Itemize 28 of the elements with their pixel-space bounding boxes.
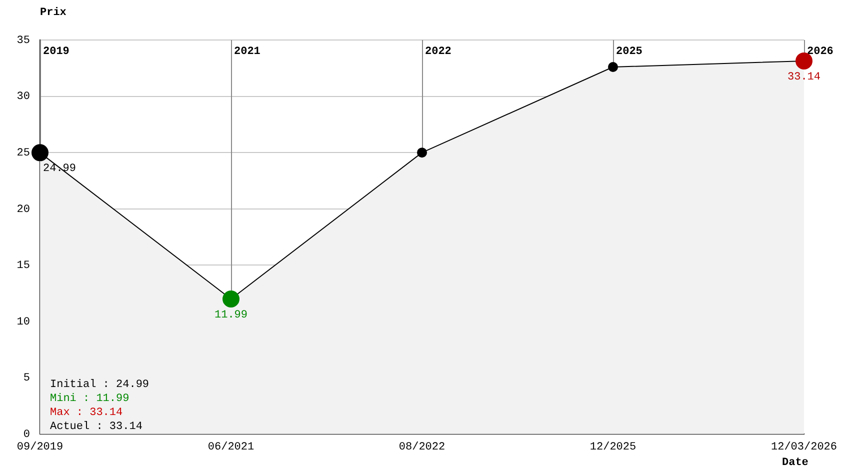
ref-line-label: 2021: [234, 46, 261, 58]
x-tick-label: 12/2025: [590, 442, 636, 454]
annotation: Mini : 11.99: [50, 392, 130, 405]
y-tick-label: 0: [23, 428, 30, 441]
data-label: 11.99: [214, 309, 248, 322]
y-tick-label: 5: [23, 372, 30, 385]
point: [222, 290, 240, 308]
y-tick-label: 35: [16, 34, 30, 47]
y-tick-label: 25: [16, 147, 30, 160]
ref-line-label: 2019: [43, 46, 70, 58]
y-tick-label: 30: [16, 91, 30, 104]
y-tick-label: 10: [16, 316, 30, 328]
ref-line-label: 2022: [425, 46, 452, 58]
annotation: Max : 33.14: [50, 406, 124, 419]
x-tick-label: 12/03/2026: [770, 442, 838, 454]
y-axis-title: Prix: [40, 6, 67, 19]
x-tick-label: 09/2019: [16, 442, 64, 454]
annotation: Initial : 24.99: [50, 378, 150, 391]
y-tick-label: 15: [16, 260, 30, 272]
ref-line-label: 2026: [807, 46, 834, 58]
annotation: Actuel : 33.14: [50, 420, 143, 433]
x-tick-label: 08/2022: [398, 442, 446, 454]
ref-line-label: 2025: [616, 46, 643, 58]
data-label: 33.14: [787, 71, 821, 84]
y-tick-label: 20: [16, 204, 30, 216]
x-tick-label: 06/2021: [208, 442, 254, 454]
point: [32, 144, 48, 162]
x-axis-title: Date: [782, 456, 809, 469]
